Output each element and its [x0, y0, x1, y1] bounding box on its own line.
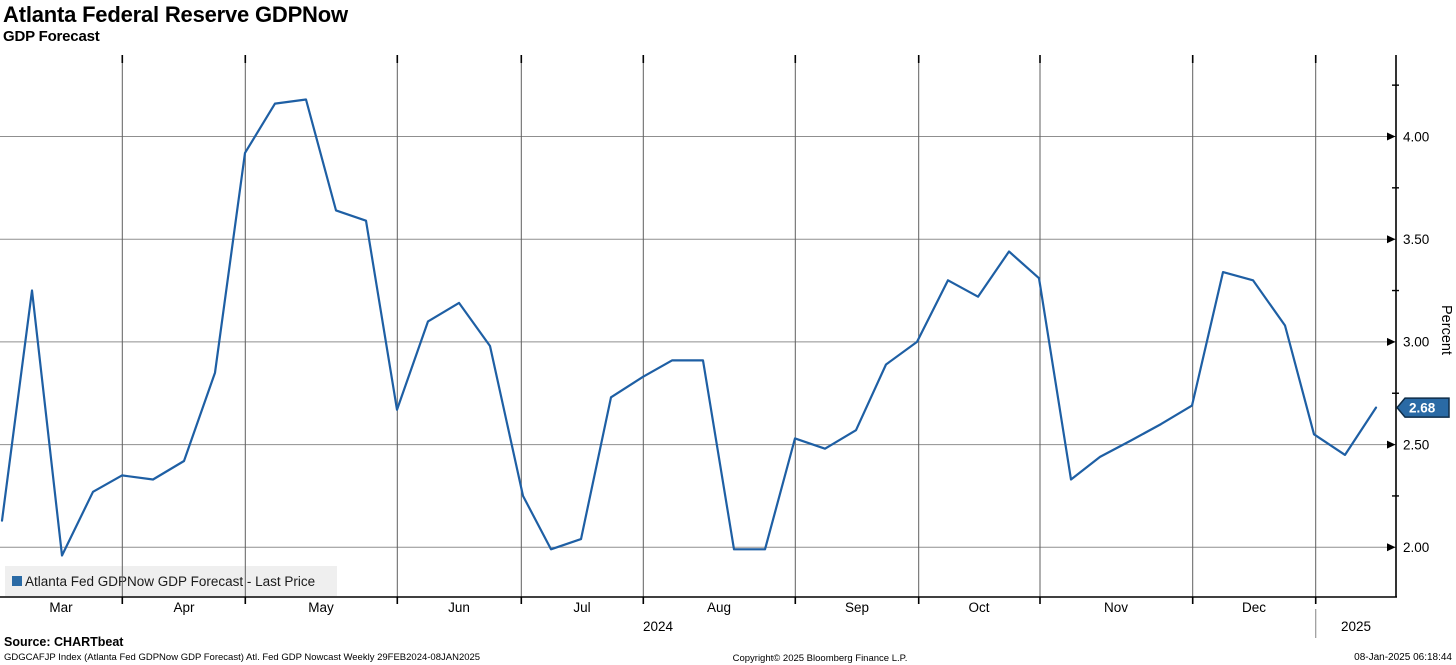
x-month-label: Aug	[707, 600, 731, 615]
y-major-tick-arrow	[1387, 132, 1396, 141]
y-tick-label: 4.00	[1403, 129, 1429, 144]
last-price-value: 2.68	[1409, 400, 1436, 415]
legend-marker-icon	[12, 576, 22, 586]
x-month-label: Nov	[1104, 600, 1128, 615]
page-title: Atlanta Federal Reserve GDPNow	[3, 2, 348, 27]
x-year-label: 2024	[643, 619, 674, 634]
index-description: GDGCAFJP Index (Atlanta Fed GDPNow GDP F…	[4, 652, 481, 663]
y-major-tick-arrow	[1387, 337, 1396, 346]
timestamp: 08-Jan-2025 06:18:44	[1354, 652, 1452, 663]
x-month-label: Dec	[1242, 600, 1266, 615]
y-major-tick-arrow	[1387, 543, 1396, 552]
y-major-tick-arrow	[1387, 235, 1396, 244]
x-month-label: Sep	[845, 600, 869, 615]
chart-header: Atlanta Federal Reserve GDPNow GDP Forec…	[3, 2, 348, 46]
y-tick-label: 3.50	[1403, 232, 1429, 247]
y-axis-title: Percent	[1438, 305, 1454, 355]
y-tick-label: 3.00	[1403, 335, 1429, 350]
chart-subtitle: GDP Forecast	[3, 28, 100, 45]
legend-series-label: Atlanta Fed GDPNow GDP Forecast - Last P…	[25, 573, 316, 589]
source-label: Source: CHARTbeat	[4, 635, 124, 649]
x-month-label: Oct	[968, 600, 989, 615]
x-month-label: Mar	[49, 600, 73, 615]
price-line	[0, 98, 1378, 557]
last-price-badge	[1396, 397, 1450, 418]
y-tick-label: 2.00	[1403, 540, 1429, 555]
x-year-label: 2025	[1341, 619, 1371, 634]
x-month-label: Jun	[448, 600, 470, 615]
y-major-tick-arrow	[1387, 440, 1396, 449]
y-tick-label: 2.50	[1403, 437, 1429, 452]
legend[interactable]: Atlanta Fed GDPNow GDP Forecast - Last P…	[5, 566, 337, 596]
x-month-label: May	[308, 600, 334, 615]
x-month-label: Jul	[573, 600, 590, 615]
copyright-notice: Copyright© 2025 Bloomberg Finance L.P.	[732, 653, 908, 664]
x-month-label: Apr	[173, 600, 195, 615]
